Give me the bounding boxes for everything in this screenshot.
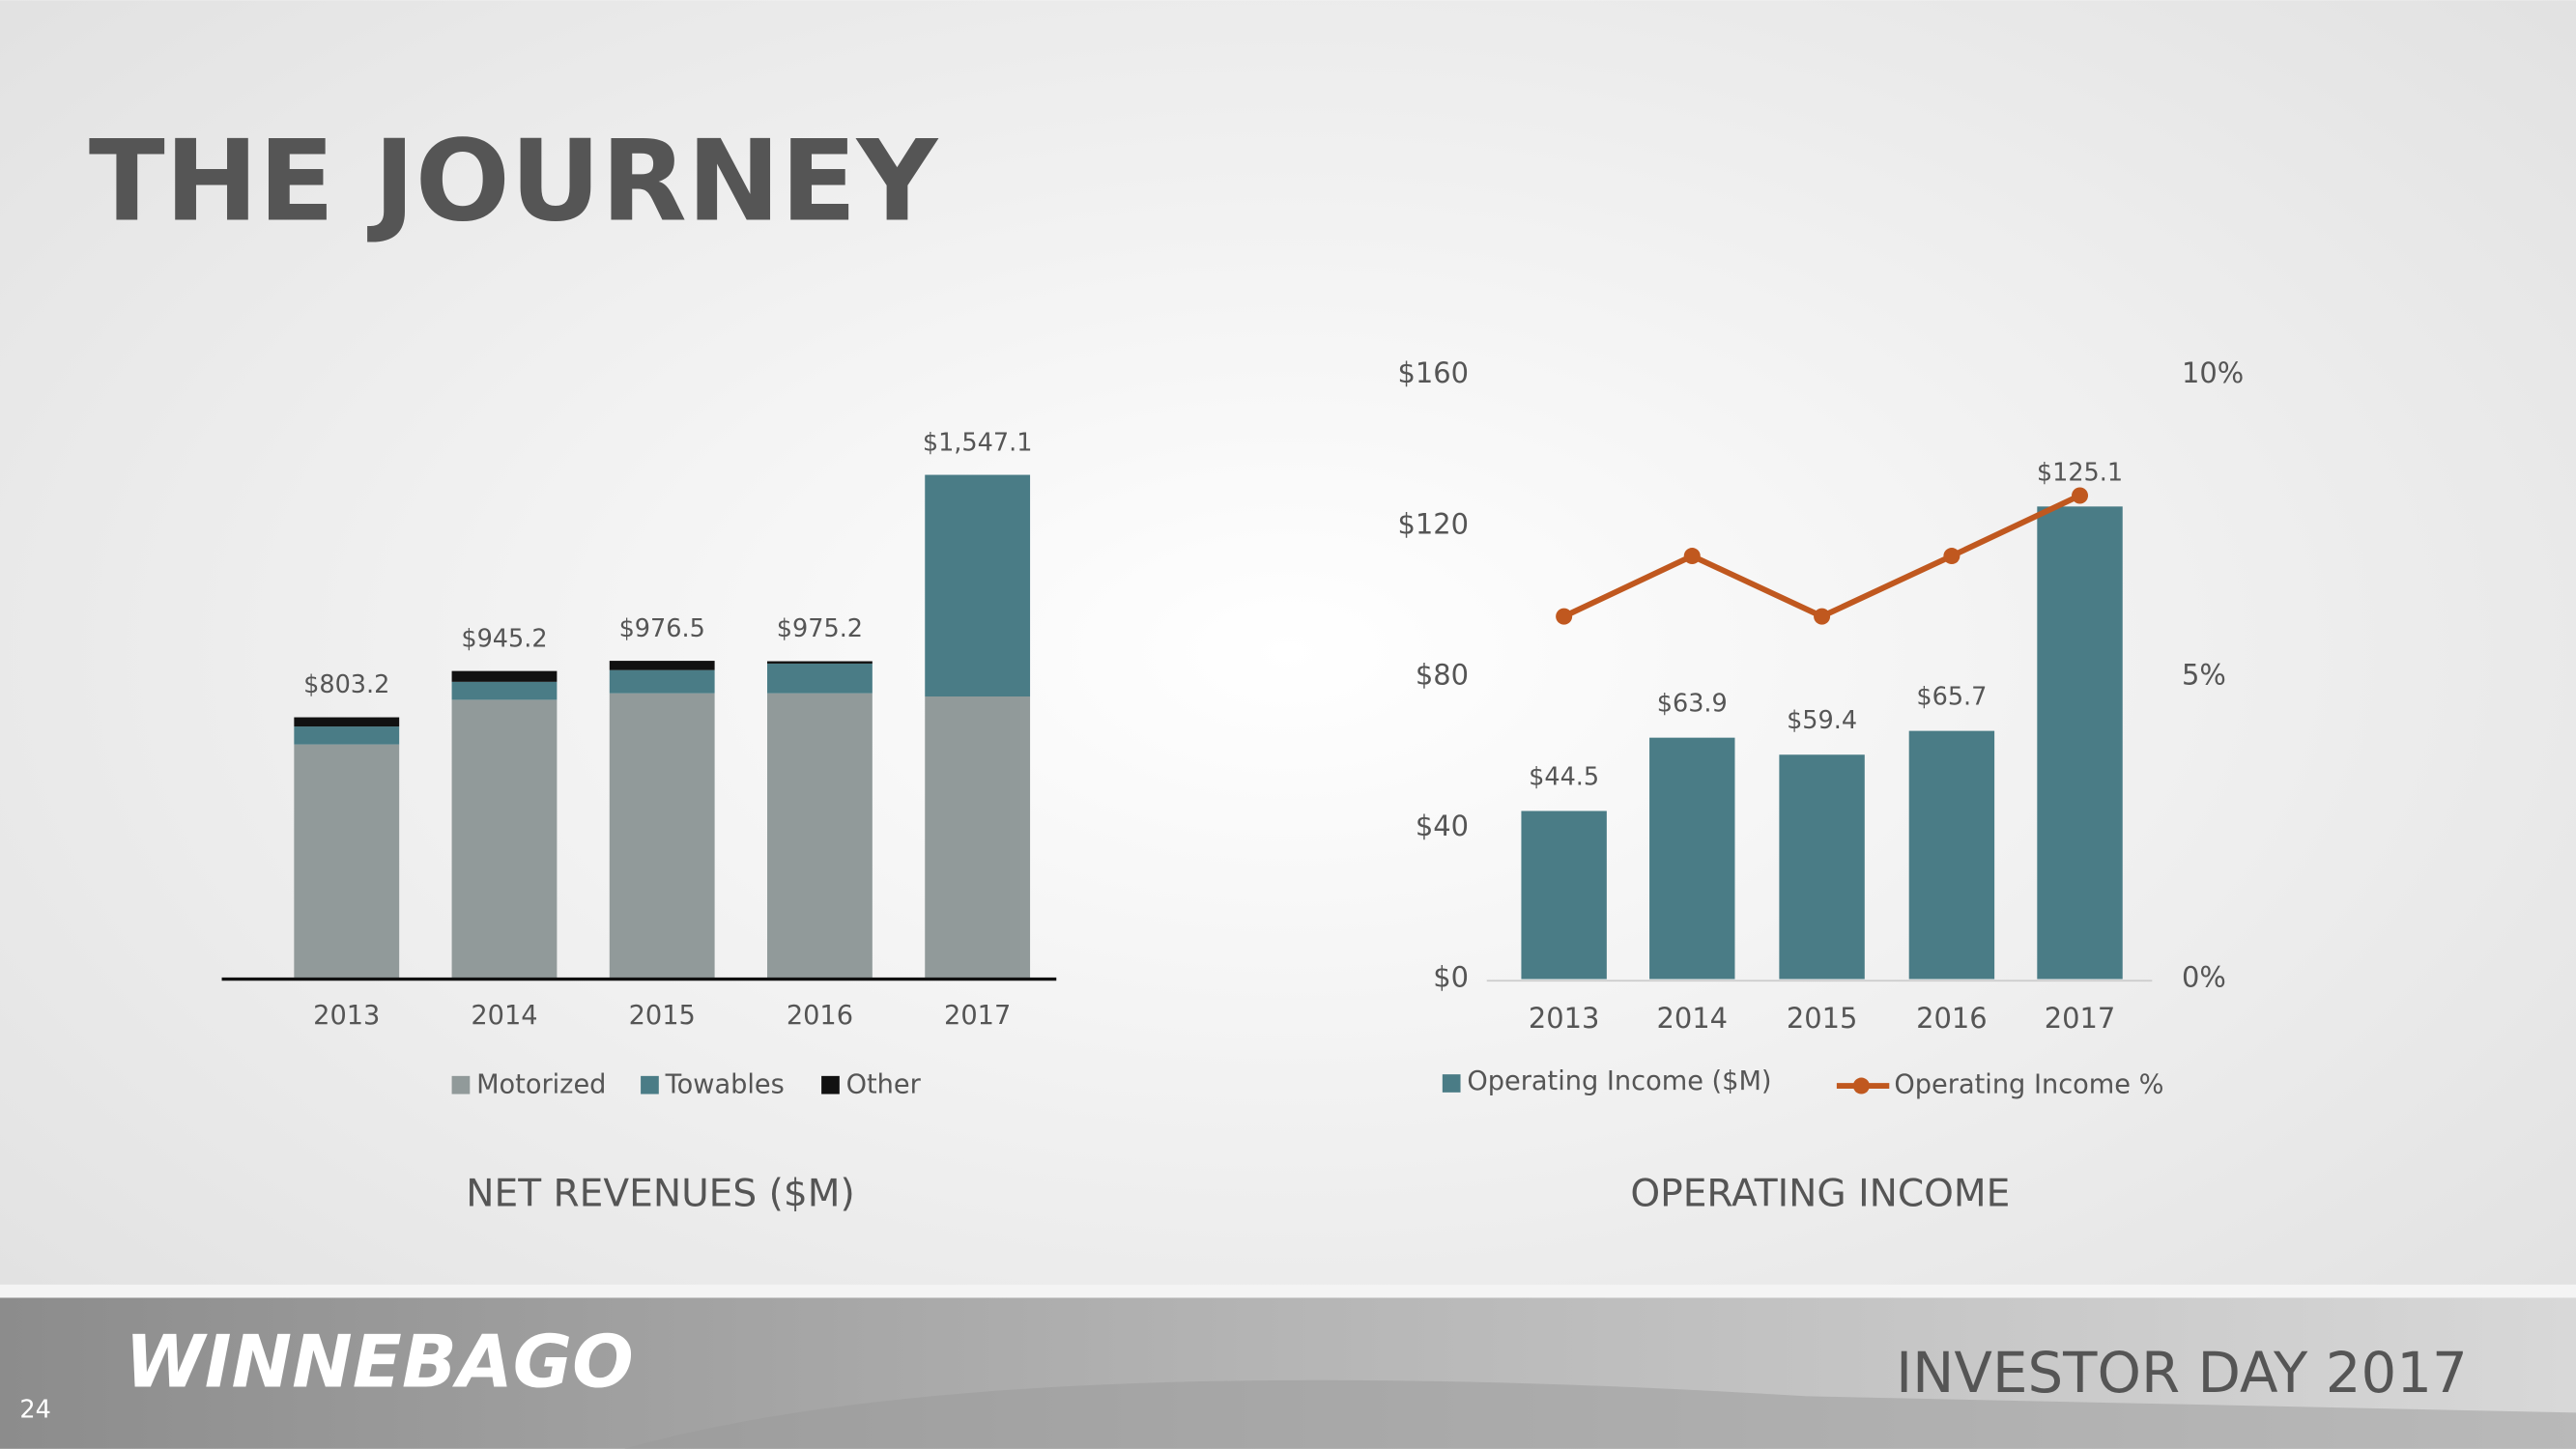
bar-segment (451, 670, 558, 682)
bar-segment (925, 474, 1031, 697)
x-tick-label: 2017 (2045, 1002, 2116, 1035)
y-tick-label: $40 (1416, 810, 1469, 842)
value-label: $65.7 (1916, 683, 1987, 712)
value-label: $59.4 (1787, 706, 1857, 735)
legend-swatch (451, 1075, 471, 1094)
x-tick-label: 2015 (629, 1001, 696, 1031)
line-marker (1683, 548, 1701, 565)
y2-tick-label: 0% (2182, 961, 2226, 994)
bar-segment (294, 726, 400, 745)
x-tick-label: 2015 (1787, 1002, 1858, 1035)
y-tick-label: $0 (1433, 961, 1469, 994)
legend-label: Other (846, 1070, 922, 1100)
bar (2037, 506, 2123, 980)
bar-segment (767, 663, 873, 694)
bar (1779, 754, 1865, 980)
legend-label: Operating Income ($M) (1467, 1066, 1771, 1096)
footer-rule (0, 1284, 2576, 1298)
x-tick-label: 2014 (471, 1001, 537, 1031)
legend-label: Motorized (476, 1070, 606, 1100)
bar-segment (609, 661, 715, 670)
y2-tick-label: 10% (2182, 356, 2244, 389)
legend-swatch (641, 1075, 659, 1094)
line-marker (1814, 608, 1831, 625)
line-marker (1556, 608, 1573, 625)
legend-label: Operating Income % (1894, 1070, 2163, 1100)
legend-marker (1852, 1077, 1870, 1094)
bar-segment (925, 696, 1031, 980)
value-label: $44.5 (1529, 763, 1599, 792)
line-marker (1943, 548, 1961, 565)
x-tick-label: 2017 (944, 1001, 1011, 1031)
y-tick-label: $120 (1397, 507, 1469, 540)
value-label: $63.9 (1657, 690, 1728, 719)
value-label: $125.1 (2037, 458, 2123, 487)
line-marker (2072, 487, 2089, 504)
event-name: INVESTOR DAY 2017 (1896, 1340, 2468, 1406)
bar-segment (767, 693, 873, 980)
x-tick-label: 2014 (1656, 1002, 1728, 1035)
legend-swatch (1442, 1074, 1461, 1093)
page-number: 24 (19, 1396, 50, 1425)
legend-swatch (821, 1075, 840, 1094)
logo: WINNEBAGO (125, 1320, 634, 1404)
total-label: $975.2 (777, 614, 863, 643)
total-label: $1,547.1 (923, 428, 1033, 457)
y-tick-label: $80 (1416, 659, 1469, 692)
road (624, 1379, 2576, 1449)
bar-segment (294, 744, 400, 980)
bar (1908, 730, 1995, 980)
x-tick-label: 2013 (313, 1001, 380, 1031)
x-tick-label: 2013 (1529, 1002, 1600, 1035)
bar (1649, 737, 1735, 980)
bar-segment (451, 699, 558, 980)
legend-label: Towables (665, 1070, 785, 1100)
total-label: $803.2 (303, 670, 389, 699)
bar-segment (609, 693, 715, 980)
total-label: $945.2 (461, 624, 547, 653)
bar-segment (294, 717, 400, 727)
total-label: $976.5 (619, 614, 705, 643)
y-tick-label: $160 (1397, 356, 1469, 389)
x-tick-label: 2016 (1916, 1002, 1988, 1035)
bar-segment (767, 661, 873, 664)
slide-title: THE JOURNEY (89, 117, 939, 246)
chart-title: OPERATING INCOME (1630, 1172, 2010, 1215)
bar-segment (451, 681, 558, 700)
bar-segment (609, 669, 715, 694)
x-tick-label: 2016 (787, 1001, 853, 1031)
bar (1521, 810, 1607, 980)
y2-tick-label: 5% (2182, 659, 2226, 692)
chart-title: NET REVENUES ($M) (466, 1172, 854, 1215)
